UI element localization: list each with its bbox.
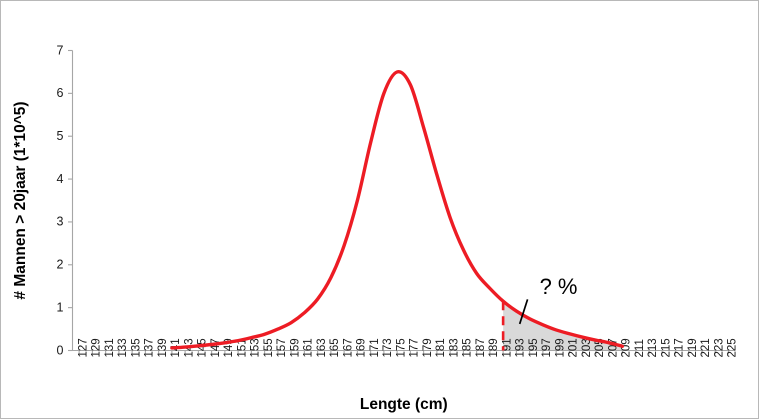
distribution-curve	[170, 70, 625, 350]
x-tick-label: 197	[541, 338, 553, 357]
x-tick-label: 137	[144, 338, 156, 357]
y-tick-label: 3	[57, 215, 64, 229]
x-tick-label: 131	[104, 338, 116, 357]
x-tick-label: 171	[369, 338, 381, 357]
x-tick-label: 185	[462, 338, 474, 357]
percent-annotation: ? %	[518, 274, 578, 325]
x-tick-label: 181	[435, 338, 447, 357]
shaded-area-region	[503, 301, 623, 351]
y-tick-label: 4	[57, 172, 64, 186]
x-tick-label: 163	[316, 338, 328, 357]
y-tick-label: 1	[57, 300, 64, 314]
x-axis-title: Lengte (cm)	[360, 396, 448, 413]
axes	[71, 50, 735, 352]
y-tick-label: 2	[57, 258, 64, 272]
x-tick-label: 139	[157, 338, 169, 357]
x-tick-label: 221	[700, 338, 712, 357]
x-tick-label: 169	[356, 338, 368, 357]
x-tick-label: 167	[342, 338, 354, 357]
x-tick-label: 135	[130, 338, 142, 357]
x-tick-label: 165	[329, 338, 341, 357]
x-tick-label: 187	[475, 338, 487, 357]
y-tick-label: 5	[57, 129, 64, 143]
y-axis-ticks: 0 1 2 3 4 5 6 7	[57, 43, 73, 357]
x-tick-label: 193	[515, 338, 527, 357]
x-tick-label: 183	[448, 338, 460, 357]
x-tick-label: 195	[528, 338, 540, 357]
x-tick-label: 173	[382, 338, 394, 357]
x-tick-label: 175	[395, 338, 407, 357]
x-tick-label: 145	[197, 338, 209, 357]
x-tick-label: 211	[634, 339, 646, 357]
x-tick-label: 155	[263, 338, 275, 357]
x-tick-label: 217	[674, 338, 686, 357]
x-tick-label: 153	[250, 338, 262, 357]
x-tick-label: 191	[501, 338, 513, 357]
x-tick-label: 147	[210, 338, 222, 357]
x-tick-label: 199	[554, 338, 566, 357]
x-tick-label: 209	[621, 338, 633, 357]
y-tick-label: 6	[57, 86, 64, 100]
x-tick-label: 177	[409, 338, 421, 357]
x-tick-label: 201	[568, 338, 580, 357]
x-tick-label: 203	[581, 338, 593, 357]
x-tick-label: 179	[422, 338, 434, 357]
y-tick-label: 0	[57, 343, 64, 357]
x-tick-label: 129	[91, 338, 103, 357]
x-tick-label: 127	[77, 338, 89, 357]
x-tick-label: 223	[713, 338, 725, 357]
x-tick-label: 159	[289, 338, 301, 357]
x-tick-label: 189	[488, 338, 500, 357]
x-tick-label: 161	[303, 338, 315, 357]
x-tick-label: 157	[276, 338, 288, 357]
x-tick-label: 219	[687, 338, 699, 357]
percent-question-label: ? %	[540, 274, 578, 299]
y-tick-label: 7	[57, 43, 64, 57]
x-tick-label: 225	[727, 338, 739, 357]
y-axis-title: # Mannen > 20jaar (1*10^5)	[12, 101, 29, 299]
x-tick-label: 213	[647, 338, 659, 357]
x-tick-label: 215	[660, 338, 672, 357]
x-tick-label: 151	[236, 338, 248, 357]
x-tick-label: 133	[117, 338, 129, 357]
